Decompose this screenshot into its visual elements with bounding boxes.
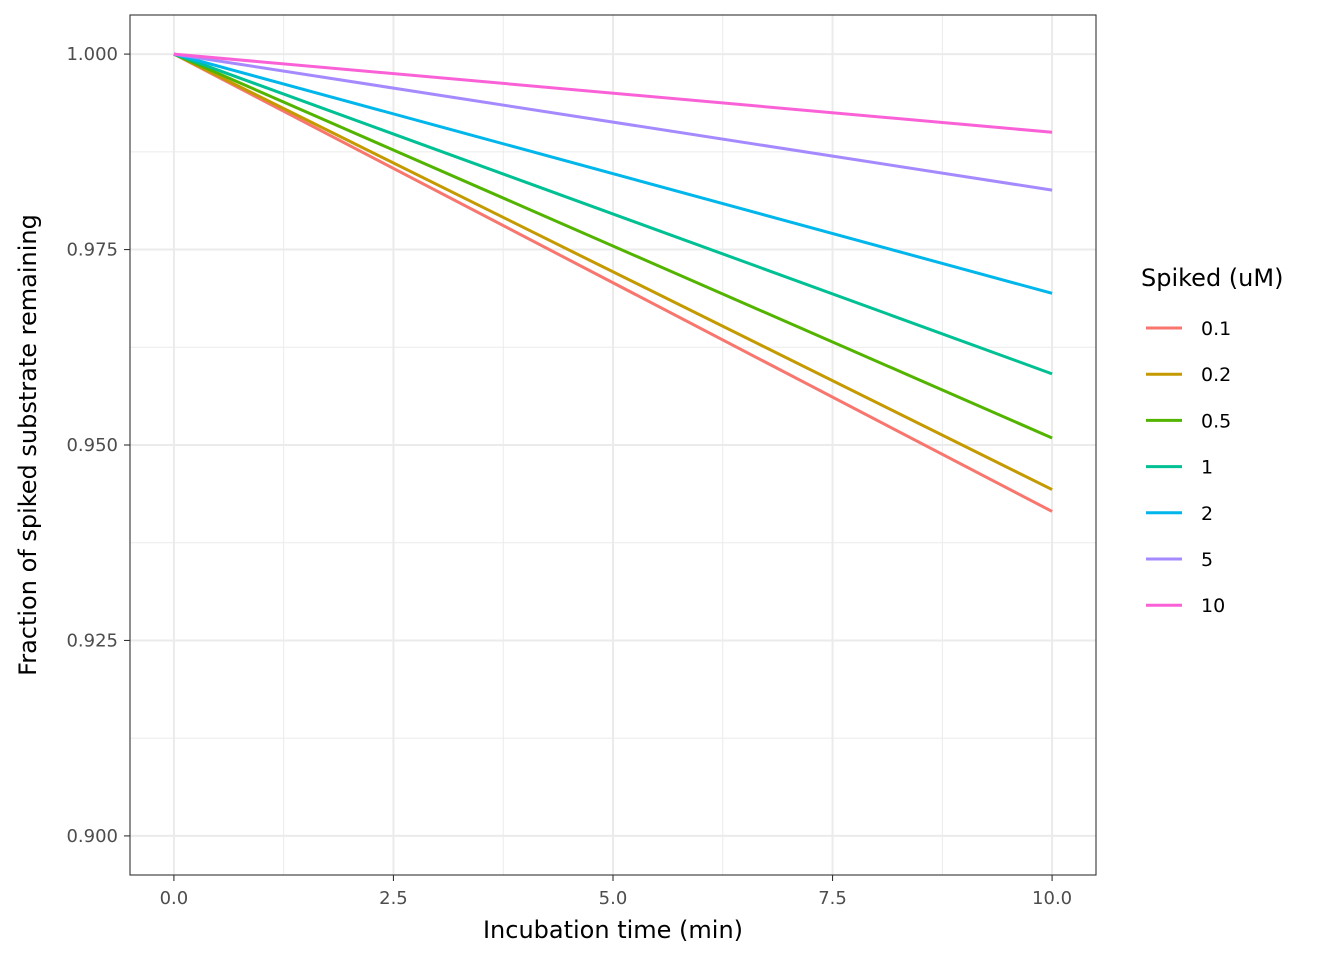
series-line-1 [173, 52, 1053, 376]
legend: Spiked (uM) 0.1 0.2 0.5 1 2 5 10 [1141, 264, 1283, 617]
x-tick-label: 0.0 [160, 888, 189, 909]
series-line-2 [173, 52, 1053, 295]
legend-label-1: 1 [1201, 457, 1213, 479]
series-line-10 [173, 52, 1053, 134]
legend-label-10: 10 [1201, 595, 1225, 617]
x-tick-label: 2.5 [379, 888, 408, 909]
grid [130, 15, 1096, 875]
series-line-0.1 [173, 52, 1053, 513]
x-tick-label: 10.0 [1032, 888, 1072, 909]
legend-title: Spiked (uM) [1141, 264, 1283, 292]
y-tick-label: 0.925 [66, 630, 118, 651]
series-line-5 [173, 52, 1053, 192]
y-tick-label: 0.900 [66, 826, 118, 847]
legend-label-0.1: 0.1 [1201, 318, 1231, 340]
y-axis-ticks: 0.900 0.925 0.950 0.975 1.000 [66, 44, 130, 847]
y-tick-label: 0.975 [66, 240, 118, 261]
x-axis-ticks: 0.0 2.5 5.0 7.5 10.0 [160, 875, 1072, 909]
legend-label-2: 2 [1201, 503, 1213, 525]
series-line-0.2 [173, 52, 1053, 491]
y-tick-label: 1.000 [66, 44, 118, 65]
x-axis-title: Incubation time (min) [483, 916, 743, 944]
y-axis-title: Fraction of spiked substrate remaining [14, 214, 42, 676]
legend-items: 0.1 0.2 0.5 1 2 5 10 [1146, 318, 1231, 617]
x-tick-label: 5.0 [599, 888, 628, 909]
legend-label-5: 5 [1201, 549, 1213, 571]
x-tick-label: 7.5 [818, 888, 847, 909]
y-tick-label: 0.950 [66, 435, 118, 456]
series-line-0.5 [173, 52, 1053, 440]
legend-label-0.2: 0.2 [1201, 364, 1231, 386]
series-lines [173, 52, 1053, 513]
legend-label-0.5: 0.5 [1201, 410, 1231, 432]
